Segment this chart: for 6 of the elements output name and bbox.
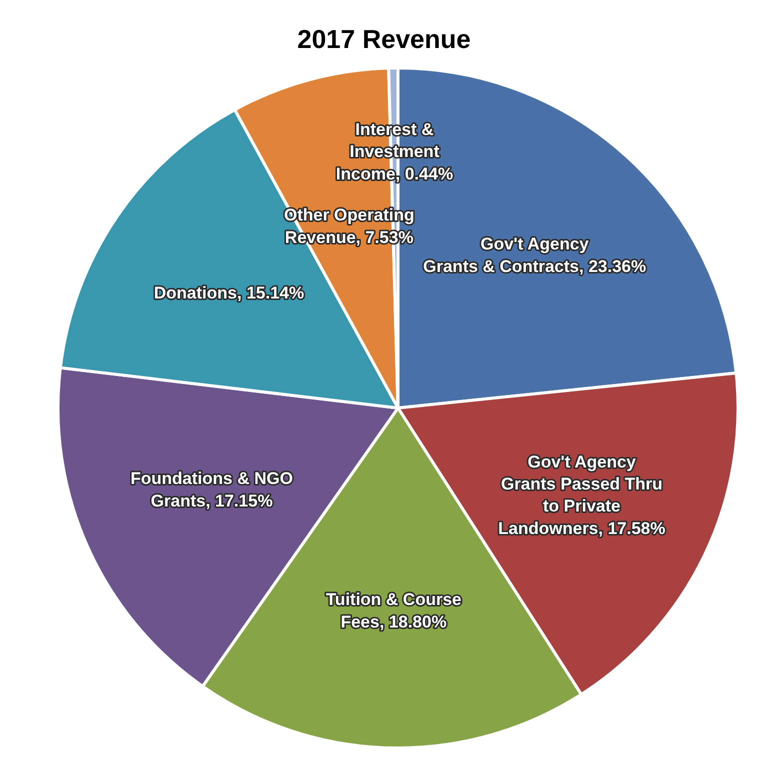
slice-label: Foundations & NGO Grants, 17.15% (130, 470, 293, 511)
slice-label: Tuition & Course Fees, 18.80% (326, 590, 462, 632)
slice-label: Donations, 15.14% (154, 283, 304, 302)
chart-title: 2017 Revenue (297, 24, 471, 54)
slice-label: Gov't Agency Grants Passed Thru to Private Landowners, 17.58% (498, 453, 666, 538)
slice-label: Gov't Agency Grants & Contracts, 23.36% (423, 234, 646, 276)
